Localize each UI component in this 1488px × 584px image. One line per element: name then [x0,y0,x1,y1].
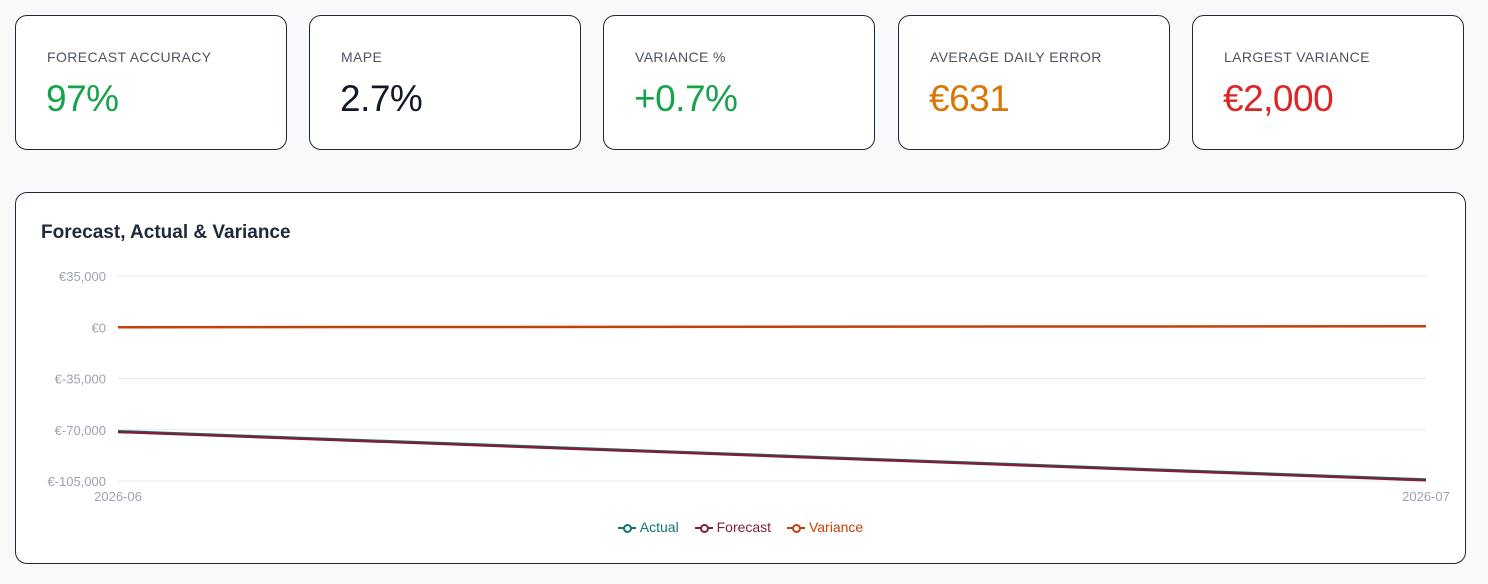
kpi-value: 2.7% [340,78,423,119]
x-tick-label: 2026-06 [94,489,142,504]
kpi-value: €2,000 [1223,78,1334,119]
kpi-label: MAPE [341,49,383,65]
legend-label: Actual [639,519,679,535]
chart-legend: Actual Forecast Variance [16,519,1465,535]
y-tick-label: €-35,000 [55,372,106,387]
kpi-card-forecast-accuracy: FORECAST ACCURACY 97% [15,15,287,150]
y-tick-label: €35,000 [59,269,106,284]
kpi-label: LARGEST VARIANCE [1224,49,1370,65]
kpi-card-variance-percent: VARIANCE % +0.7% [603,15,875,150]
legend-label: Forecast [716,519,772,535]
kpi-value: 97% [46,78,119,119]
legend-item-actual[interactable]: Actual [617,519,679,535]
kpi-card-largest-variance: LARGEST VARIANCE €2,000 [1192,15,1464,150]
chart-card: Forecast, Actual & Variance €35,000 €0 €-3… [15,192,1466,564]
series-line-forecast [117,430,1427,482]
y-tick-label: €-105,000 [47,474,106,489]
legend-label: Variance [808,519,864,535]
y-tick-label: €-70,000 [55,423,106,438]
chart-title: Forecast, Actual & Variance [41,222,291,243]
kpi-value: €631 [929,78,1010,119]
kpi-card-average-daily-error: AVERAGE DAILY ERROR €631 [898,15,1170,150]
kpi-label: VARIANCE % [635,49,726,65]
kpi-row: FORECAST ACCURACY 97% MAPE 2.7% VARIANCE… [15,15,1466,152]
y-tick-label: €0 [92,320,106,335]
x-tick-label: 2026-07 [1402,489,1450,504]
line-chart: €35,000€0€-35,000€-70,000€-105,0002026-0… [47,269,1450,504]
kpi-card-mape: MAPE 2.7% [309,15,581,150]
kpi-value: +0.7% [634,78,738,119]
series-line-variance [117,324,1427,329]
legend-item-variance[interactable]: Variance [786,519,864,535]
kpi-label: FORECAST ACCURACY [47,49,212,65]
legend-swatch-icon [617,523,636,534]
legend-swatch-icon [786,523,805,534]
legend-swatch-icon [694,523,713,534]
kpi-label: AVERAGE DAILY ERROR [930,49,1102,65]
legend-item-forecast[interactable]: Forecast [694,519,772,535]
